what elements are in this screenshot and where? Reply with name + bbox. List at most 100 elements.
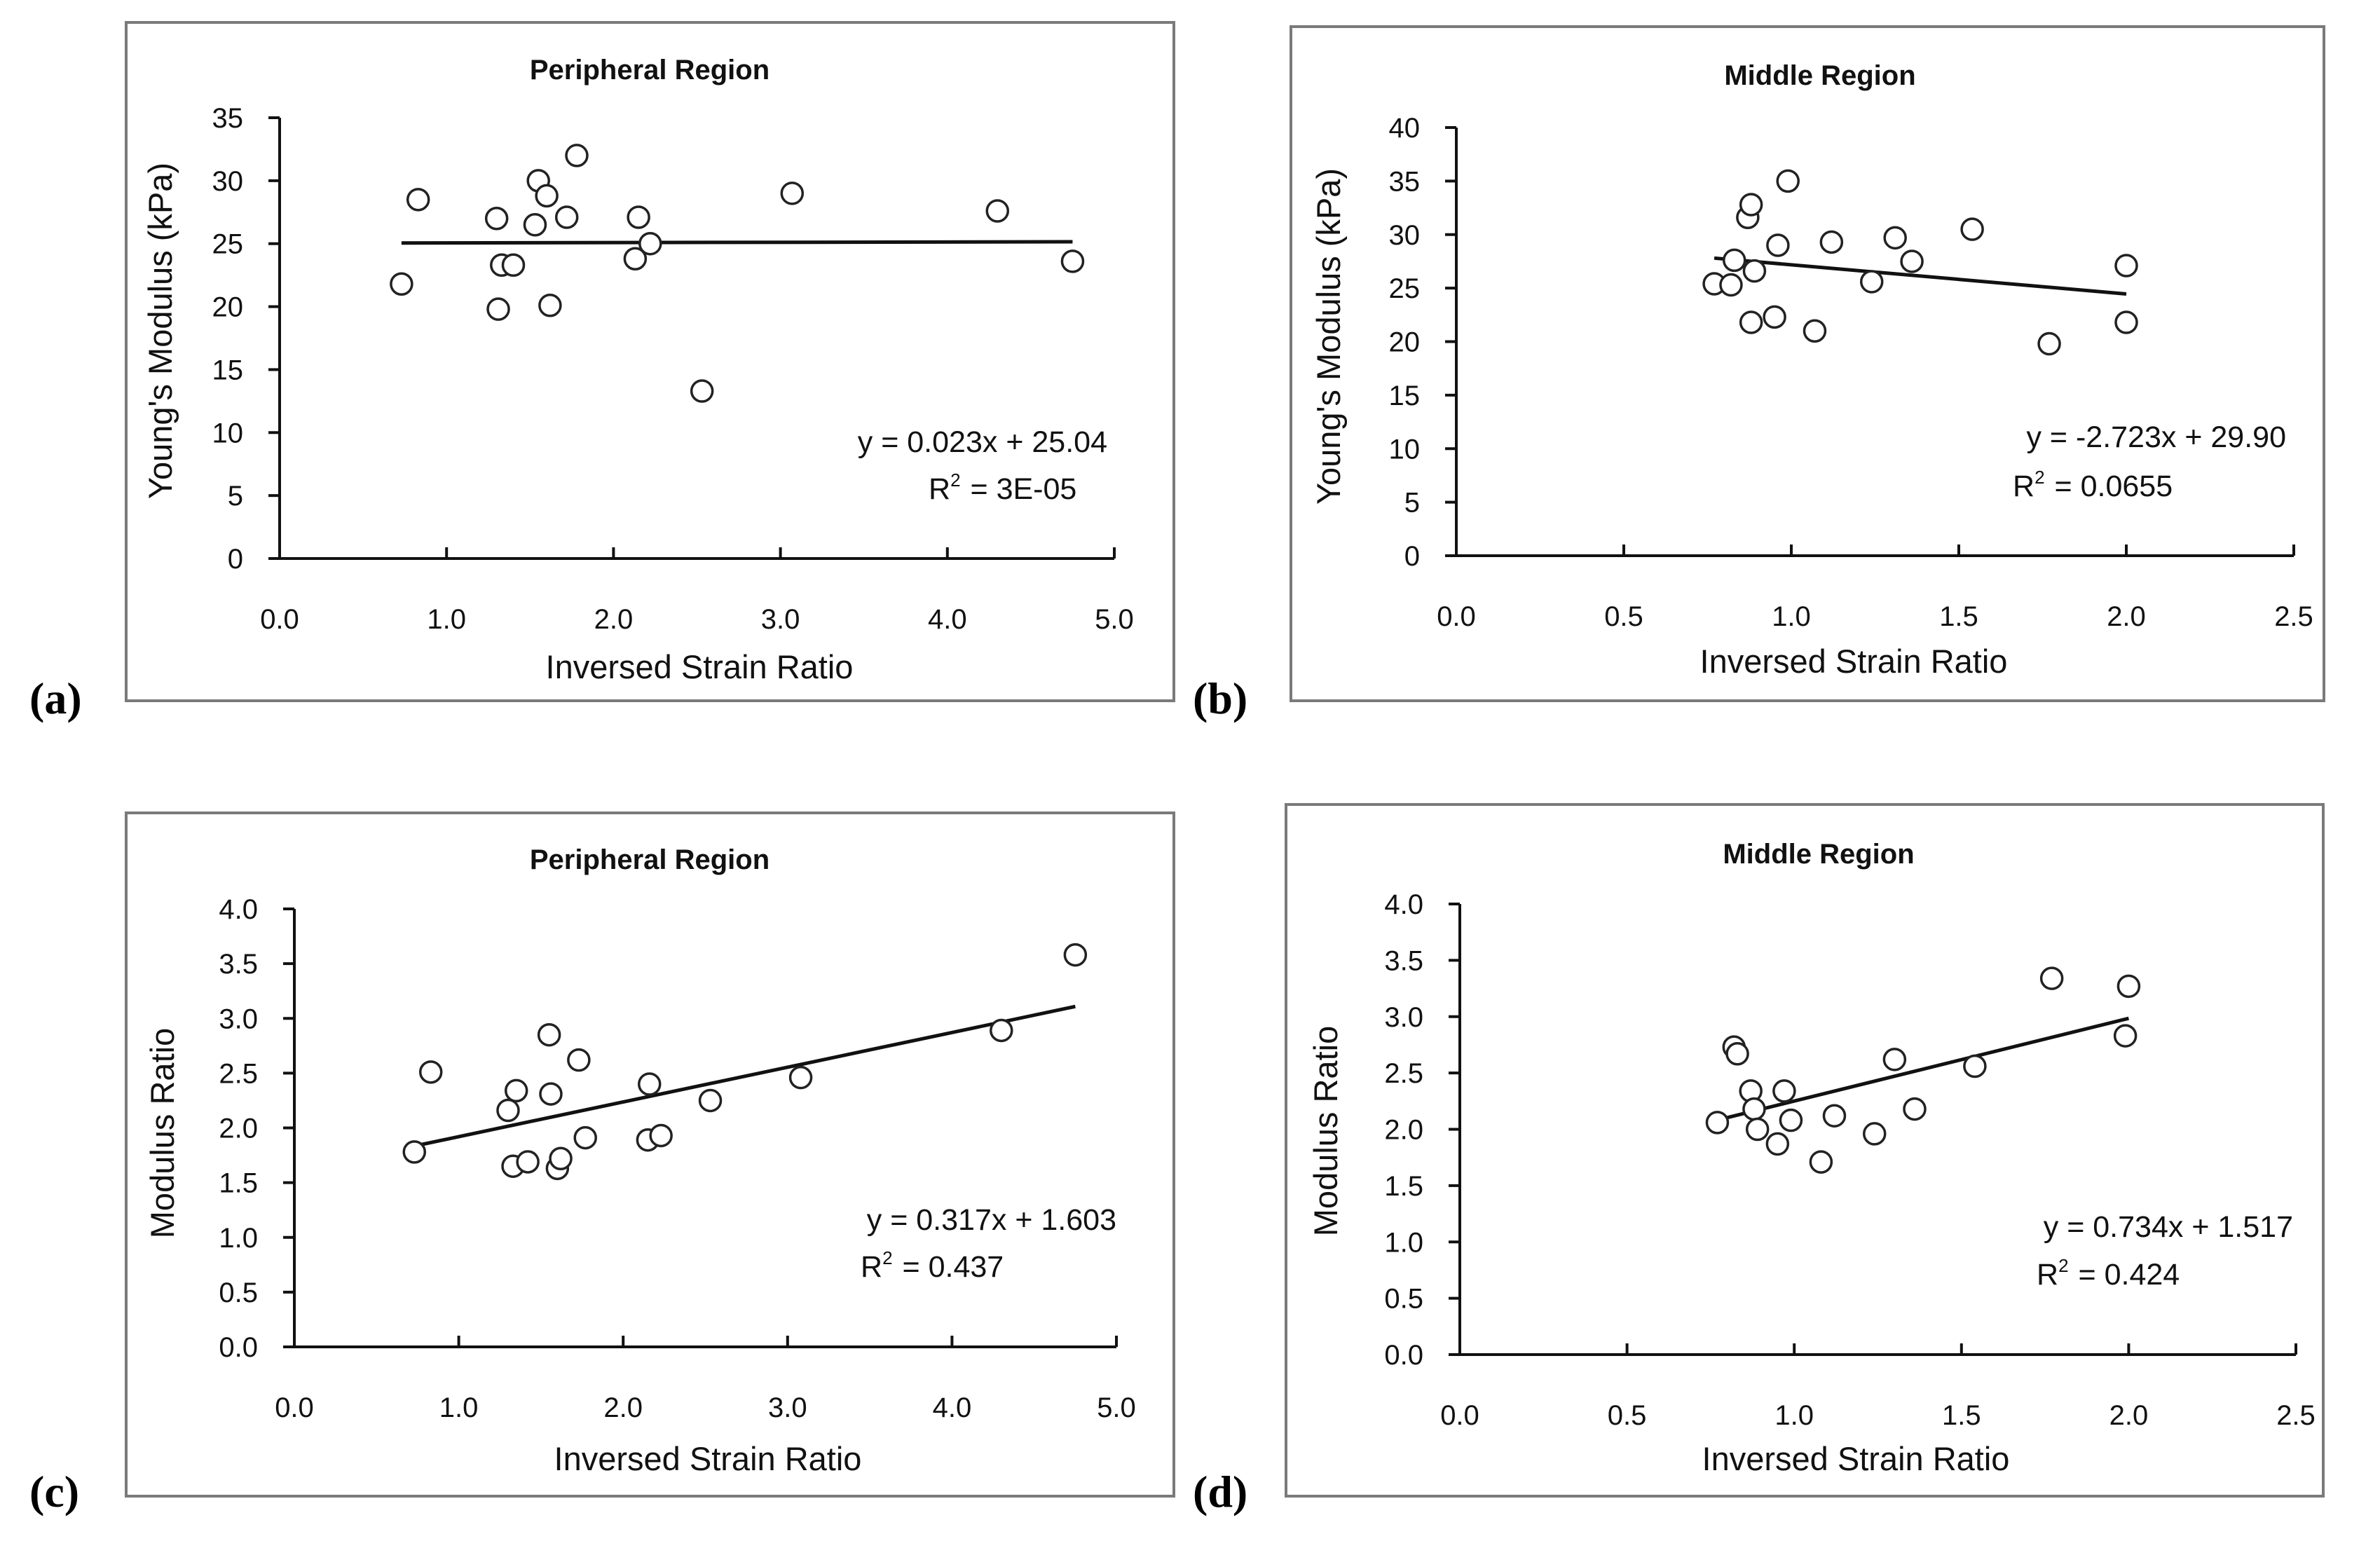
y-tick-label: 40 [1389,113,1421,144]
r-squared-superscript: 2 [2058,1255,2068,1276]
trendline [1714,256,2127,296]
x-tick-label: 1.0 [427,604,466,635]
x-tick-label: 2.5 [2274,601,2313,632]
x-tick-label: 4.0 [933,1392,972,1423]
data-point [539,1082,563,1106]
r-squared-text: R2 = 0.437 [861,1247,1004,1284]
r-squared-superscript: 2 [950,470,960,491]
panel-label-c: (c) [29,1467,79,1516]
y-tick-label: 20 [1389,327,1421,358]
data-point [1063,943,1088,967]
y-tick-label: 3.5 [219,949,258,980]
data-point [1739,193,1763,217]
y-axis-label: Young's Modulus (kPa) [142,163,179,499]
r-squared-label: R [861,1250,882,1284]
x-tick-label: 2.5 [2276,1400,2316,1431]
data-point [2113,1024,2138,1048]
y-tick-label: 4.0 [219,894,258,925]
y-tick-label: 0 [1404,541,1420,572]
y-tick-label: 1.0 [1384,1227,1423,1258]
y-tick-label: 5 [228,481,243,512]
panel-label-b: (b) [1193,673,1247,723]
x-tick-label: 3.0 [761,604,800,635]
x-tick-label: 1.0 [1772,601,1811,632]
y-tick-label: 20 [212,292,244,323]
data-point [573,1125,597,1150]
chart-title: Middle Region [1724,60,1915,91]
y-tick-label: 0.0 [219,1332,258,1363]
trendline [1716,1016,2129,1122]
data-point [2039,966,2064,990]
regression-equation: y = -2.723x + 29.90 R2 = 0.0655 [2013,420,2286,503]
x-tick-label: 0.0 [275,1392,314,1423]
y-tick-label: 1.5 [1384,1171,1423,1202]
y-tick-label: 10 [212,418,244,448]
y-tick-label: 10 [1389,434,1421,465]
r-squared-label: R [2037,1258,2058,1292]
data-point [1705,1111,1730,1135]
data-point [698,1088,723,1113]
chart-b-middle-youngs-modulus: Middle Region Inversed Strain Ratio Youn… [1310,60,2313,680]
data-point [2114,254,2138,278]
y-tick-label: 0.5 [219,1278,258,1308]
r-squared-text: R2 = 0.424 [2037,1255,2180,1292]
data-point [985,199,1010,223]
x-tick-label: 5.0 [1095,604,1134,635]
equation-text: y = 0.734x + 1.517 [2044,1210,2293,1244]
data-point [1739,310,1763,334]
y-tick-label: 30 [1389,220,1421,251]
y-tick-label: 15 [1389,381,1421,411]
data-point [549,1146,573,1170]
chart-a-peripheral-youngs-modulus: Peripheral Region Inversed Strain Ratio … [142,55,1134,685]
x-tick-label: 0.0 [1437,601,1476,632]
x-tick-label: 1.5 [1942,1400,1981,1431]
y-tick-label: 2.5 [1384,1058,1423,1089]
data-point [623,247,648,271]
x-tick-label: 2.0 [594,604,634,635]
y-tick-label: 5 [1404,488,1420,519]
data-point [1822,1104,1847,1128]
data-point [501,253,526,278]
data-point [990,1018,1013,1043]
y-tick-label: 35 [1389,166,1421,197]
data-point [1742,1097,1766,1121]
data-point [1765,1132,1790,1156]
data-point [1963,1054,1987,1078]
data-point [1772,1079,1796,1103]
y-tick-label: 4.0 [1384,889,1423,920]
panel-label-d: (d) [1193,1467,1247,1516]
regression-equation: y = 0.734x + 1.517 R2 = 0.424 [2037,1210,2293,1292]
data-point [523,213,547,237]
r-squared-value: = 0.437 [903,1250,1004,1284]
x-tick-label: 0.0 [260,604,299,635]
data-point [486,297,510,321]
data-point [2116,974,2141,999]
data-point [1819,230,1844,254]
trendline [413,1004,1076,1148]
y-tick-label: 0.0 [1384,1340,1423,1371]
data-point [1903,1097,1927,1121]
data-point [1859,270,1884,294]
r-squared-text: R2 = 3E-05 [929,470,1076,506]
chart-d-middle-modulus-ratio: Middle Region Inversed Strain Ratio Modu… [1307,839,2316,1477]
y-tick-label: 2.5 [219,1058,258,1089]
y-tick-label: 1.0 [219,1223,258,1254]
panel-a-frame [125,21,1175,702]
data-point [554,205,579,229]
data-point [484,207,509,231]
x-tick-label: 2.0 [603,1392,643,1423]
data-point [780,181,805,205]
y-tick-label: 35 [212,103,244,134]
x-axis-label: Inversed Strain Ratio [1700,643,2008,680]
y-tick-label: 15 [212,355,244,385]
y-tick-label: 3.0 [1384,1002,1423,1033]
data-point [418,1060,443,1084]
r-squared-value: = 3E-05 [971,472,1077,506]
x-tick-label: 2.0 [2109,1400,2149,1431]
y-tick-label: 3.0 [219,1004,258,1034]
panel-d-frame [1285,803,2325,1498]
y-axis-label: Modulus Ratio [1307,1026,1344,1236]
data-point [1776,169,1800,193]
x-tick-label: 4.0 [928,604,967,635]
data-point [1803,319,1827,343]
